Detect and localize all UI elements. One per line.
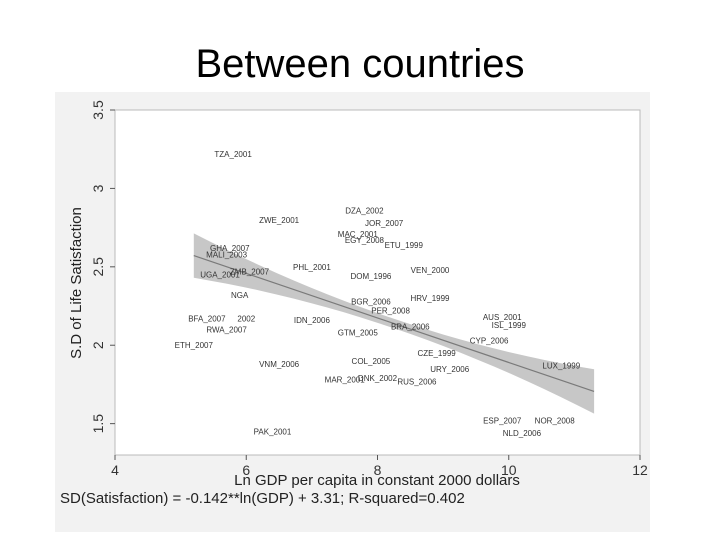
point-label: DOM_1996 <box>350 272 391 281</box>
point-label: BRA_2006 <box>391 322 430 331</box>
confidence-band <box>193 233 595 414</box>
plot-area <box>114 109 641 456</box>
regression-equation: SD(Satisfaction) = -0.142**ln(GDP) + 3.3… <box>60 490 465 507</box>
point-label: EGY_2008 <box>345 236 385 245</box>
point-label: VNM_2006 <box>259 360 300 369</box>
y-axis-title: S.D of Life Satisfaction <box>68 207 85 359</box>
point-label: ETU_1999 <box>385 241 424 250</box>
slide-title: Between countries <box>195 42 525 86</box>
point-label: PHL_2001 <box>293 263 331 272</box>
y-tick-label: 3 <box>90 184 106 192</box>
point-label: MAR_2001 <box>325 376 366 385</box>
point-label: PER_2008 <box>371 307 410 316</box>
x-axis-title: Ln GDP per capita in constant 2000 dolla… <box>234 472 520 489</box>
point-label: COL_2005 <box>352 357 391 366</box>
point-label: ISL_1999 <box>492 321 527 330</box>
point-label: LUX_1999 <box>542 362 580 371</box>
point-label: TZA_2001 <box>214 150 252 159</box>
point-label: AUS_2001 <box>483 313 522 322</box>
y-tick-label: 3.5 <box>90 100 106 120</box>
point-label: MAC_2001 <box>338 230 379 239</box>
y-tick-label: 2 <box>90 341 106 349</box>
point-label: CZE_1999 <box>417 349 456 358</box>
point-label: ZWE_2001 <box>259 216 300 225</box>
point-label: NOR_2008 <box>535 417 576 426</box>
point-label: GTM_2005 <box>338 329 379 338</box>
point-label: ZMB_2007 <box>230 268 270 277</box>
point-label: NLD_2006 <box>503 429 542 438</box>
point-label: BFA_2007 <box>188 315 226 324</box>
point-label: DNK_2002 <box>358 374 398 383</box>
point-label: 2002 <box>237 315 255 324</box>
point-label: HRV_1999 <box>411 294 451 303</box>
axes-layer: 4 6 8 10 12 1.5 2 2.5 3 3.5 <box>90 100 648 478</box>
point-label: URY_2006 <box>430 365 470 374</box>
point-label: NGA <box>231 291 249 300</box>
x-tick-label: 8 <box>374 462 382 478</box>
point-label: GHA_2007 <box>210 244 250 253</box>
fit-line <box>193 255 595 392</box>
point-label: ESP_2007 <box>483 417 522 426</box>
y-tick-label: 2.5 <box>90 257 106 277</box>
point-label: VEN_2000 <box>411 266 450 275</box>
point-label: DZA_2002 <box>345 206 384 215</box>
point-label: RWA_2007 <box>206 326 247 335</box>
point-label: ETH_2007 <box>175 341 214 350</box>
x-tick-label: 4 <box>111 462 119 478</box>
point-label: JOR_2007 <box>365 219 404 228</box>
y-tick-label: 1.5 <box>90 414 106 434</box>
point-label: BGR_2006 <box>351 297 391 306</box>
x-tick-label: 10 <box>501 462 517 478</box>
point-label: PAK_2001 <box>254 428 292 437</box>
point-label: RUS_2006 <box>397 377 437 386</box>
x-tick-label: 12 <box>632 462 648 478</box>
point-label: IDN_2006 <box>294 316 331 325</box>
point-label: UGA_2001 <box>200 271 240 280</box>
point-label: MALI_2003 <box>206 250 247 259</box>
point-label: CYP_2006 <box>470 337 509 346</box>
x-tick-label: 6 <box>242 462 250 478</box>
